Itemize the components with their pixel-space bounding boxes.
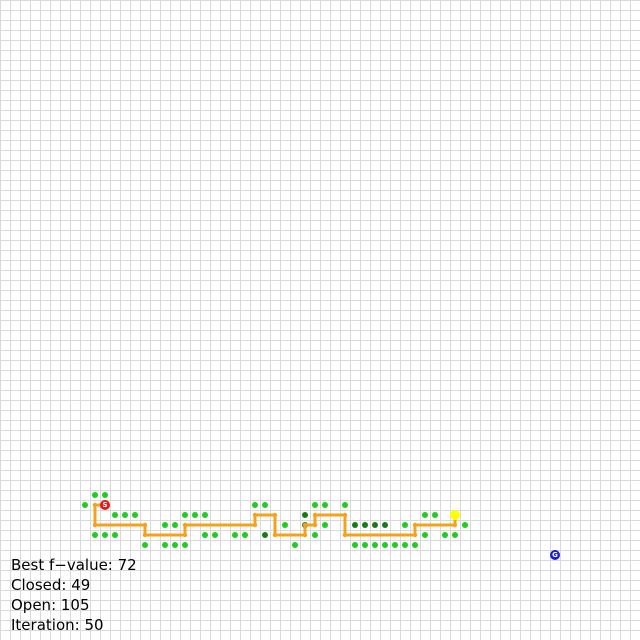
open-node xyxy=(82,502,88,508)
open-node xyxy=(122,512,128,518)
open-node xyxy=(262,502,268,508)
path-node xyxy=(252,512,258,518)
open-node xyxy=(202,532,208,538)
open-node xyxy=(402,542,408,548)
closed-count: Closed: 49 xyxy=(11,576,91,594)
open-node xyxy=(142,542,148,548)
closed-node xyxy=(352,522,358,528)
open-node xyxy=(442,532,448,538)
open-node xyxy=(92,532,98,538)
current-node xyxy=(450,510,460,520)
open-node xyxy=(212,532,218,538)
open-node xyxy=(162,522,168,528)
open-node xyxy=(452,532,458,538)
open-node xyxy=(132,512,138,518)
open-node xyxy=(112,512,118,518)
path-node xyxy=(182,522,188,528)
open-node xyxy=(342,502,348,508)
open-node xyxy=(402,522,408,528)
open-node xyxy=(162,542,168,548)
open-node xyxy=(432,512,438,518)
best-f-value: Best f−value: 72 xyxy=(11,556,137,574)
open-node xyxy=(102,532,108,538)
path-node xyxy=(302,532,308,538)
path-node xyxy=(302,522,308,528)
open-node xyxy=(182,512,188,518)
open-node xyxy=(182,542,188,548)
path-node xyxy=(142,522,148,528)
start-marker: S xyxy=(100,500,110,510)
open-node xyxy=(312,502,318,508)
path-node xyxy=(272,532,278,538)
closed-node xyxy=(302,512,308,518)
start-label: S xyxy=(102,501,107,509)
open-node xyxy=(392,542,398,548)
open-node xyxy=(422,532,428,538)
open-node xyxy=(412,542,418,548)
open-node xyxy=(322,502,328,508)
open-node xyxy=(462,522,468,528)
open-node xyxy=(192,512,198,518)
closed-node xyxy=(372,522,378,528)
path-node xyxy=(142,532,148,538)
open-node xyxy=(352,542,358,548)
closed-node xyxy=(382,522,388,528)
open-node xyxy=(102,492,108,498)
open-node xyxy=(422,512,428,518)
path-node xyxy=(342,532,348,538)
path-node xyxy=(272,512,278,518)
closed-node xyxy=(362,522,368,528)
open-node xyxy=(372,542,378,548)
goal-node xyxy=(550,550,560,560)
path-node xyxy=(412,522,418,528)
open-node xyxy=(382,542,388,548)
open-node xyxy=(252,502,258,508)
path-node xyxy=(342,512,348,518)
open-node xyxy=(92,492,98,498)
path-node xyxy=(312,512,318,518)
path-node xyxy=(252,522,258,528)
open-node xyxy=(282,522,288,528)
open-nodes xyxy=(82,492,468,548)
goal-label: G xyxy=(552,551,558,559)
path-node xyxy=(182,532,188,538)
open-node xyxy=(232,532,238,538)
goal-marker: G xyxy=(550,550,560,560)
path-node xyxy=(452,522,458,528)
open-node xyxy=(242,532,248,538)
open-node xyxy=(322,522,328,528)
current-marker xyxy=(450,510,460,520)
path-node xyxy=(92,502,98,508)
search-stats-panel: Best f−value: 72 Closed: 49 Open: 105 It… xyxy=(11,555,137,635)
path-node xyxy=(92,522,98,528)
open-node xyxy=(172,542,178,548)
open-node xyxy=(312,532,318,538)
closed-nodes xyxy=(262,512,388,538)
open-node xyxy=(292,542,298,548)
open-node xyxy=(362,542,368,548)
start-node xyxy=(100,500,110,510)
path-node xyxy=(412,532,418,538)
iteration-count: Iteration: 50 xyxy=(11,616,104,634)
closed-node xyxy=(262,532,268,538)
path-node xyxy=(312,522,318,528)
open-count: Open: 105 xyxy=(11,596,90,614)
open-node xyxy=(112,532,118,538)
open-node xyxy=(172,522,178,528)
open-node xyxy=(202,512,208,518)
